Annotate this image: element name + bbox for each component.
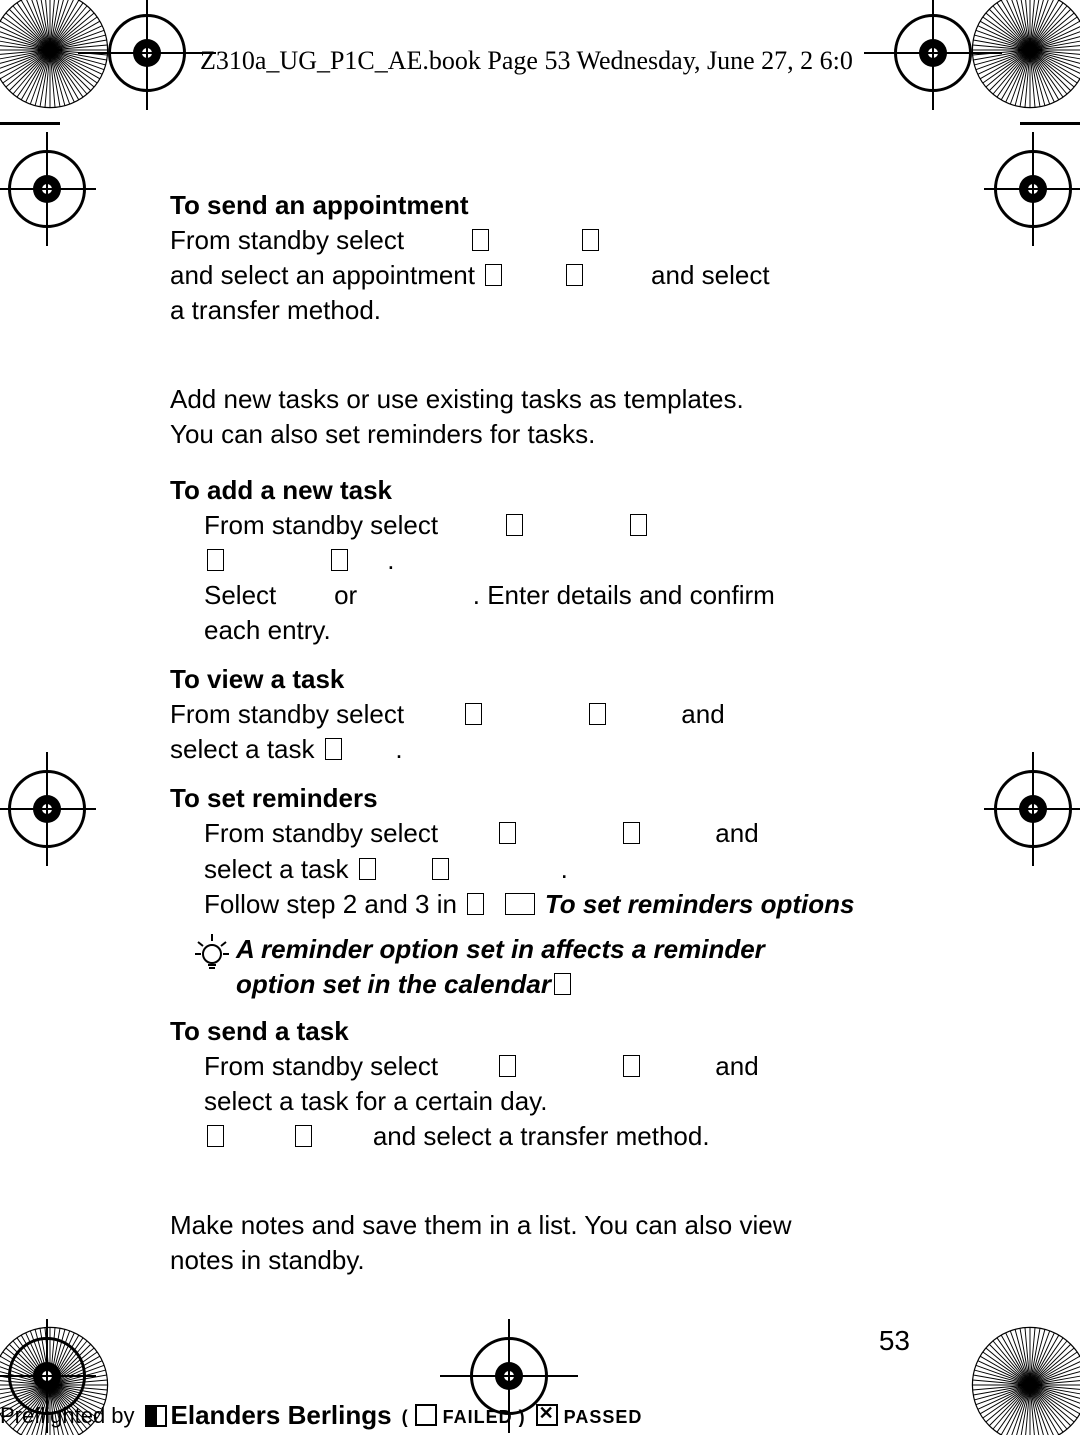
body-text: select a task .: [170, 732, 890, 767]
reg-right-1: [994, 150, 1072, 228]
heading-set-reminders: To set reminders: [170, 781, 890, 816]
body-text: each entry.: [204, 613, 890, 648]
lightbulb-icon: [192, 932, 236, 981]
status-passed: PASSED: [536, 1404, 643, 1428]
heading-view-task: To view a task: [170, 662, 890, 697]
content: To send an appointment From standby sele…: [170, 188, 890, 1278]
status-failed: ( FAILED ): [402, 1404, 526, 1428]
reg-top: [108, 14, 186, 92]
body-text: From standby select and: [204, 816, 890, 851]
body-text: Follow step 2 and 3 in To set reminders …: [204, 887, 890, 922]
body-text: and select a transfer method.: [204, 1119, 890, 1154]
heading-add-task: To add a new task: [170, 473, 890, 508]
body-text: You can also set reminders for tasks.: [170, 417, 890, 452]
tip: A reminder option set in affects a remin…: [170, 932, 890, 1002]
footer: Preflighted by Elanders Berlings ( FAILE…: [0, 1400, 642, 1431]
page: { "header":{"text":"Z310a_UG_P1C_AE.book…: [0, 0, 1080, 1435]
brand-logo-icon: [145, 1405, 167, 1427]
body-text: Select or . Enter details and confirm: [204, 578, 890, 613]
body-text: From standby select and: [170, 697, 890, 732]
heading-send-task: To send a task: [170, 1014, 890, 1049]
preflight-label: Preflighted by: [0, 1403, 135, 1429]
body-text: Add new tasks or use existing tasks as t…: [170, 382, 890, 417]
body-text: select a task .: [204, 852, 890, 887]
body-text: select a task for a certain day.: [204, 1084, 890, 1119]
body-text: From standby select: [204, 508, 890, 543]
tip-text: A reminder option set in affects a remin…: [236, 932, 765, 1002]
crop-mark: [1020, 122, 1080, 125]
body-text: notes in standby.: [170, 1243, 890, 1278]
sunburst-br: [970, 1325, 1080, 1435]
sunburst-tl: [0, 0, 110, 110]
reg-left-1: [8, 150, 86, 228]
heading-send-appointment: To send an appointment: [170, 188, 890, 223]
body-text: a transfer method.: [170, 293, 890, 328]
sunburst-tr: [970, 0, 1080, 110]
body-text: .: [204, 543, 890, 578]
brand: Elanders Berlings: [145, 1400, 392, 1431]
body-text: and select an appointment and select: [170, 258, 890, 293]
reg-right-2: [994, 770, 1072, 848]
reg-left-2: [8, 770, 86, 848]
body-text: From standby select: [170, 223, 890, 258]
doc-header: Z310a_UG_P1C_AE.book Page 53 Wednesday, …: [200, 46, 920, 76]
page-number: 53: [879, 1325, 910, 1357]
crop-mark: [0, 122, 60, 125]
body-text: From standby select and: [204, 1049, 890, 1084]
body-text: Make notes and save them in a list. You …: [170, 1208, 890, 1243]
